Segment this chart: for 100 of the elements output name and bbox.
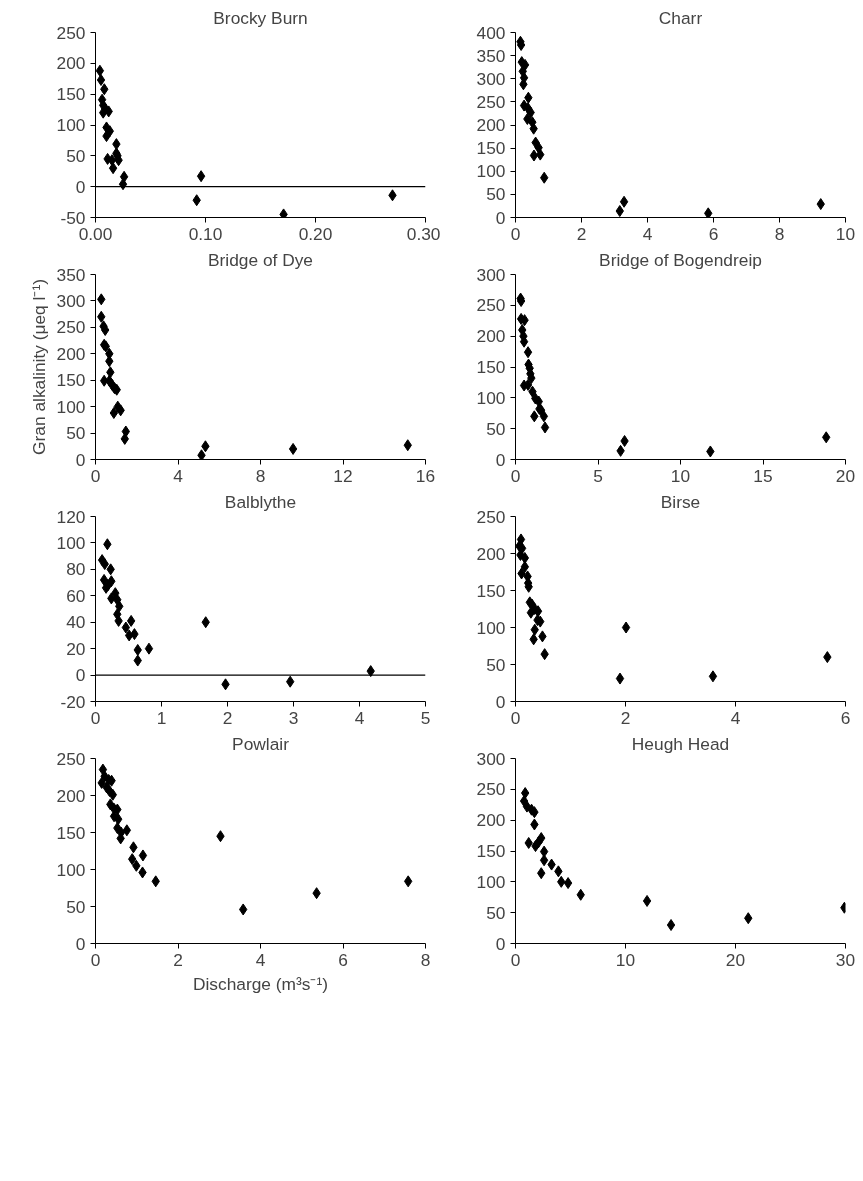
y-tick-label: 50	[66, 423, 86, 444]
x-tick-label: 10	[615, 949, 636, 970]
x-tick-label: 2	[576, 223, 587, 244]
x-tick-label: 2	[173, 949, 183, 970]
x-tick-label: 4	[255, 949, 266, 970]
chart-title: Birse	[660, 491, 701, 512]
y-tick-label: 50	[486, 418, 506, 439]
x-tick-label: 8	[420, 949, 431, 970]
x-tick-label: 1	[156, 707, 167, 728]
y-tick-label: 250	[56, 317, 86, 338]
y-tick-label: 150	[476, 841, 506, 861]
x-tick-label: 0	[90, 465, 101, 486]
y-tick-label: 0	[495, 933, 506, 954]
x-tick-label: 8	[774, 223, 785, 244]
y-tick-label: 100	[476, 871, 506, 892]
y-tick-label: 100	[476, 617, 506, 638]
y-tick-label: 250	[476, 295, 506, 316]
y-tick-label: 300	[56, 290, 86, 311]
y-tick-label: 50	[486, 654, 506, 675]
x-tick-label: 0.10	[188, 223, 223, 244]
x-tick-label: 10	[670, 465, 691, 486]
y-tick-label: 150	[56, 84, 86, 105]
x-tick-label: 4	[642, 223, 653, 244]
y-tick-label: 40	[66, 612, 86, 633]
y-tick-label: 300	[476, 748, 506, 769]
y-tick-label: 200	[476, 543, 506, 564]
y-tick-label: 100	[56, 115, 86, 135]
y-tick-label: 50	[486, 184, 506, 205]
y-tick-label: 250	[56, 748, 86, 769]
y-tick-label: 80	[66, 559, 86, 580]
x-tick-label: 6	[708, 223, 719, 244]
x-tick-label: 4	[173, 465, 184, 486]
y-tick-label: 100	[476, 161, 506, 182]
y-tick-label: 250	[476, 779, 506, 800]
x-tick-label: 5	[593, 465, 603, 486]
y-tick-label: 350	[56, 264, 86, 285]
chart-title: Bridge of Bogendreip	[599, 249, 762, 270]
y-tick-label: 150	[56, 822, 86, 843]
y-tick-label: 200	[476, 115, 506, 135]
y-tick-label: -20	[60, 691, 86, 712]
x-tick-label: 15	[753, 465, 773, 486]
y-tick-label: 200	[56, 343, 86, 364]
y-tick-label: 0	[75, 933, 86, 954]
x-tick-label: 0	[90, 707, 101, 728]
x-tick-label: 3	[288, 707, 299, 728]
chart-title: Powlair	[232, 733, 290, 754]
x-tick-label: 0	[510, 707, 521, 728]
y-tick-label: 250	[476, 91, 506, 112]
y-tick-label: 250	[56, 22, 86, 43]
y-tick-label: 200	[56, 53, 86, 74]
y-tick-label: 300	[476, 264, 506, 285]
y-tick-label: 150	[56, 370, 86, 391]
x-tick-label: 2	[620, 707, 631, 728]
y-tick-label: 100	[56, 532, 86, 553]
x-tick-label: 0	[510, 223, 521, 244]
y-tick-label: 0	[75, 176, 86, 197]
y-tick-label: 200	[476, 810, 506, 831]
x-tick-label: 12	[333, 465, 353, 486]
y-tick-label: 350	[476, 45, 506, 66]
y-tick-label: 100	[56, 859, 86, 880]
y-tick-label: 50	[66, 145, 86, 166]
x-tick-label: 4	[354, 707, 365, 728]
x-tick-label: 6	[840, 707, 851, 728]
y-tick-label: 20	[66, 638, 86, 659]
y-tick-label: 0	[75, 665, 86, 686]
x-axis-title: Discharge (m³s⁻¹)	[193, 973, 329, 994]
y-tick-label: 120	[56, 506, 86, 527]
x-tick-label: 10	[835, 223, 856, 244]
x-tick-label: 20	[835, 465, 856, 486]
chart-title: Brocky Burn	[213, 7, 308, 28]
chart-title: Balblythe	[224, 491, 297, 512]
x-tick-label: 30	[835, 949, 856, 970]
y-tick-label: 150	[476, 357, 506, 377]
x-tick-label: 5	[420, 707, 431, 728]
x-tick-label: 0	[510, 949, 521, 970]
chart-title: Charr	[658, 7, 703, 28]
chart-title: Heugh Head	[631, 733, 730, 754]
x-tick-label: 4	[730, 707, 741, 728]
x-tick-label: 20	[725, 949, 746, 970]
x-tick-label: 16	[415, 465, 436, 486]
x-tick-label: 0.20	[298, 223, 333, 244]
x-tick-label: 0.30	[406, 223, 441, 244]
y-tick-label: 100	[476, 387, 506, 408]
y-tick-label: 250	[476, 506, 506, 527]
y-tick-label: 200	[56, 785, 86, 806]
y-tick-label: 0	[495, 207, 506, 228]
y-tick-label: 150	[476, 138, 506, 159]
x-tick-label: 0	[510, 465, 521, 486]
y-tick-label: 300	[476, 68, 506, 89]
y-tick-label: 60	[66, 585, 86, 606]
y-tick-label: 100	[56, 396, 86, 417]
y-tick-label: 400	[476, 22, 506, 43]
y-tick-label: 200	[476, 326, 506, 347]
x-tick-label: 0	[90, 949, 101, 970]
y-tick-label: 50	[66, 896, 86, 917]
y-tick-label: 0	[75, 449, 86, 470]
y-tick-label: 0	[495, 449, 506, 470]
x-tick-label: 2	[222, 707, 233, 728]
chart-title: Bridge of Dye	[208, 249, 313, 270]
x-tick-label: 6	[338, 949, 348, 970]
